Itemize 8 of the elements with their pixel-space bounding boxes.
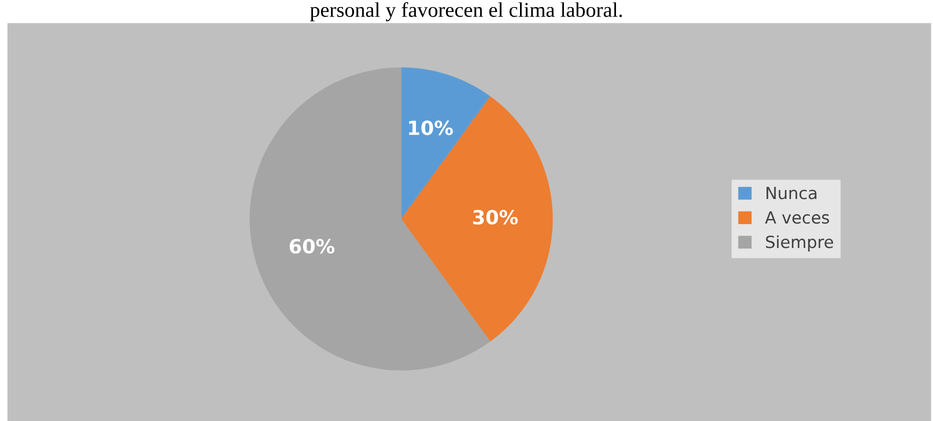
pie-slice — [401, 96, 553, 342]
chart-title: personal y favorecen el clima laboral. — [310, 2, 622, 22]
data-label: 10% — [409, 120, 453, 136]
data-label: 30% — [473, 210, 518, 225]
data-label: 60% — [290, 238, 334, 254]
legend-label: A veces — [765, 211, 830, 224]
legend-label: Nunca — [766, 186, 816, 200]
legend-label: Siempre — [766, 235, 834, 252]
